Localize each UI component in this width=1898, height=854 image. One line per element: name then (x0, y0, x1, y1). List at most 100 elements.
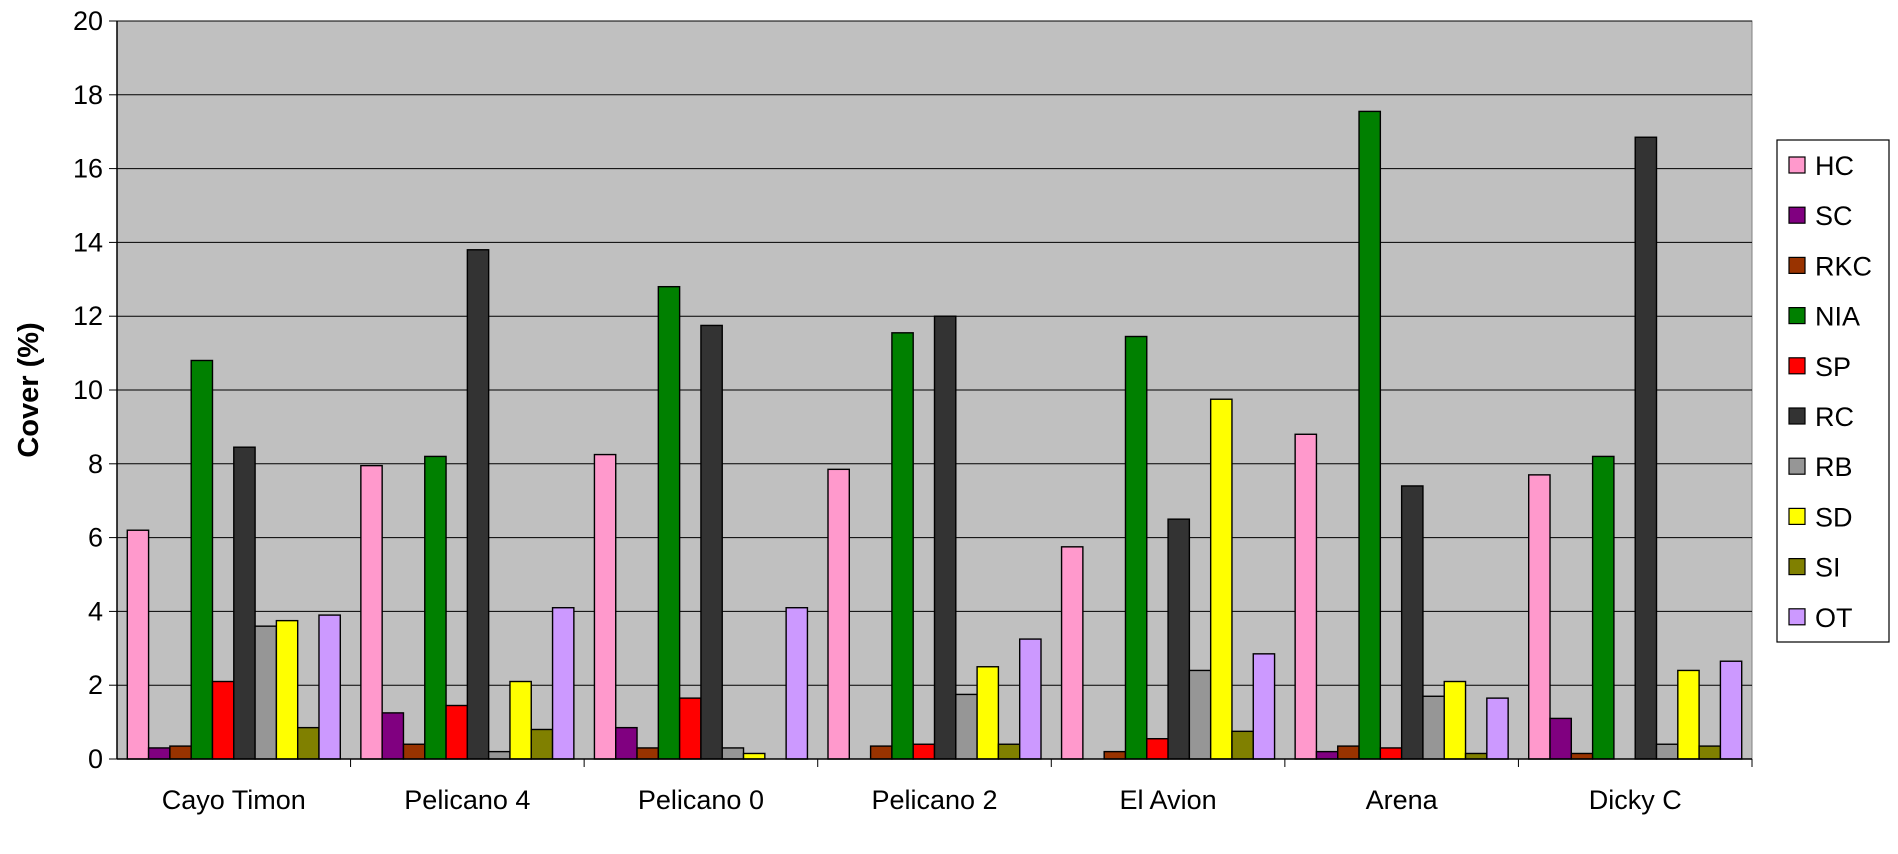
bar-rc-pelicano-4 (466, 249, 490, 760)
bar-sc-dicky-c (1549, 717, 1573, 760)
y-tick-label: 16 (73, 154, 103, 184)
legend-swatch-rkc (1788, 256, 1806, 274)
x-tick-label: Pelicano 4 (404, 785, 530, 815)
legend-swatch-si (1788, 557, 1806, 576)
y-tick-label: 20 (73, 6, 103, 36)
legend-label-rb: RB (1815, 452, 1853, 482)
bar-nia-pelicano-4 (424, 455, 447, 760)
y-tick-label: 6 (88, 523, 103, 553)
legend-swatch-sc (1788, 206, 1806, 224)
bar-rkc-el-avion (1103, 750, 1127, 760)
bar-hc-pelicano-0 (593, 453, 617, 760)
legend-swatch-rb (1788, 457, 1806, 475)
bar-rb-pelicano-2 (955, 693, 978, 760)
bar-sp-pelicano-0 (678, 697, 702, 760)
bar-sd-pelicano-2 (976, 666, 1000, 760)
bar-hc-dicky-c (1528, 474, 1551, 760)
bar-sp-pelicano-4 (445, 704, 469, 760)
bar-rkc-pelicano-0 (636, 747, 660, 760)
bar-sd-dicky-c (1677, 669, 1700, 760)
y-axis-title: Cover (%) (13, 322, 45, 457)
bar-si-dicky-c (1698, 745, 1722, 760)
legend-swatch-ot (1788, 608, 1806, 626)
y-tick-labels: 0 2 4 6 8 10 12 14 16 18 20 (73, 6, 103, 774)
bar-rkc-cayo-timon (169, 745, 192, 760)
bar-rb-dicky-c (1655, 743, 1679, 760)
bar-si-pelicano-4 (530, 728, 554, 760)
legend-swatch-rc (1788, 407, 1806, 425)
x-tick-label: El Avion (1120, 785, 1217, 815)
bar-sd-cayo-timon (275, 619, 299, 760)
y-tick-label: 4 (88, 596, 103, 626)
bar-sc-pelicano-0 (615, 726, 638, 760)
bar-rkc-pelicano-2 (869, 745, 893, 760)
bar-rb-arena (1422, 695, 1445, 760)
bar-rc-arena (1400, 485, 1424, 760)
legend-label-sc: SC (1815, 201, 1853, 231)
gridlines (117, 20, 1752, 686)
legend-label-nia: NIA (1815, 302, 1860, 332)
y-tick-label: 12 (73, 301, 103, 331)
bar-sp-el-avion (1146, 738, 1169, 760)
bar-si-el-avion (1231, 730, 1254, 760)
bar-hc-el-avion (1060, 546, 1084, 760)
legend-label-sd: SD (1815, 502, 1853, 532)
bar-si-cayo-timon (296, 726, 320, 760)
bar-rb-pelicano-4 (487, 750, 511, 760)
bar-sc-pelicano-4 (381, 712, 405, 760)
bar-sd-pelicano-4 (509, 680, 532, 760)
y-tick-label: 0 (88, 744, 103, 774)
bar-rc-dicky-c (1634, 136, 1658, 760)
legend-swatch-sp (1788, 357, 1806, 375)
bar-nia-el-avion (1124, 335, 1148, 760)
bar-hc-pelicano-2 (827, 468, 850, 760)
bar-ot-dicky-c (1719, 660, 1743, 760)
bar-ot-cayo-timon (318, 614, 341, 760)
bar-sp-pelicano-2 (912, 743, 936, 760)
bar-nia-dicky-c (1591, 455, 1615, 760)
legend: HC SC RKC NIA SP RC RB SD SI OT (1776, 139, 1890, 643)
bar-rc-pelicano-0 (700, 324, 723, 760)
bar-sc-arena (1315, 750, 1339, 760)
axes (109, 20, 1753, 767)
bar-rkc-dicky-c (1570, 752, 1594, 760)
x-tick-label: Pelicano 0 (638, 785, 764, 815)
y-tick-label: 14 (73, 227, 103, 257)
bar-rb-el-avion (1188, 669, 1212, 760)
y-tick-label: 8 (88, 449, 103, 479)
y-tick-label: 2 (88, 670, 103, 700)
x-tick-labels: Cayo Timon Pelicano 4 Pelicano 0 Pelicano 2… (162, 785, 1682, 815)
legend-label-hc: HC (1815, 151, 1854, 181)
bar-sd-el-avion (1209, 398, 1233, 760)
legend-label-rc: RC (1815, 402, 1854, 432)
legend-label-si: SI (1815, 553, 1841, 583)
bar-rc-pelicano-2 (933, 315, 957, 760)
bar-rkc-arena (1337, 745, 1360, 760)
bar-sp-cayo-timon (211, 680, 235, 760)
legend-label-sp: SP (1815, 352, 1851, 382)
bar-nia-pelicano-2 (891, 332, 914, 760)
legend-label-rkc: RKC (1815, 251, 1872, 281)
bar-ot-pelicano-0 (785, 607, 809, 760)
bar-sd-pelicano-0 (742, 752, 766, 760)
bar-nia-arena (1358, 110, 1382, 760)
x-tick-label: Cayo Timon (162, 785, 306, 815)
bar-hc-pelicano-4 (360, 464, 383, 760)
bar-rkc-pelicano-4 (402, 743, 426, 760)
bar-ot-arena (1486, 697, 1509, 760)
y-tick-label: 18 (73, 80, 103, 110)
legend-swatch-nia (1788, 307, 1806, 325)
bar-hc-arena (1294, 433, 1318, 760)
bar-rb-cayo-timon (254, 625, 278, 760)
bar-ot-pelicano-4 (551, 607, 575, 760)
y-tick-label: 10 (73, 375, 103, 405)
legend-swatch-hc (1788, 156, 1806, 174)
bar-si-arena (1464, 752, 1488, 760)
bar-rc-cayo-timon (233, 446, 256, 760)
legend-label-ot: OT (1815, 603, 1853, 633)
bar-nia-pelicano-0 (657, 285, 681, 760)
bar-ot-el-avion (1252, 653, 1276, 760)
legend-swatch-sd (1788, 507, 1806, 525)
bar-ot-pelicano-2 (1019, 638, 1042, 760)
